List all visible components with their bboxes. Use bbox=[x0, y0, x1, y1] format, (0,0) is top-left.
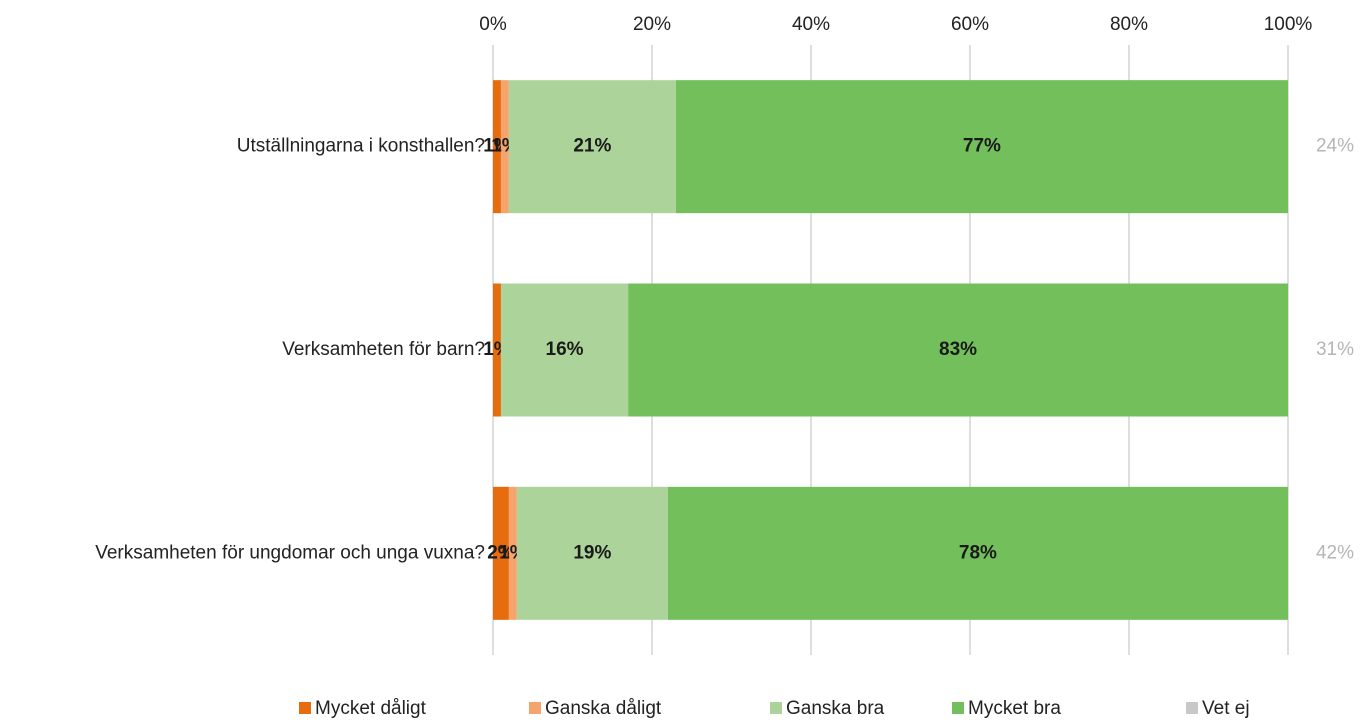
category-label: Verksamheten för barn? bbox=[282, 339, 485, 360]
legend-label: Ganska bra bbox=[786, 698, 885, 719]
x-tick-label: 20% bbox=[633, 14, 671, 35]
legend-swatch bbox=[529, 702, 541, 714]
legend-label: Mycket dåligt bbox=[315, 698, 427, 719]
bar-segment bbox=[493, 486, 509, 620]
legend-swatch bbox=[299, 702, 311, 714]
x-tick-label: 60% bbox=[951, 14, 989, 35]
value-label: 2% bbox=[487, 542, 515, 563]
value-label: 83% bbox=[939, 339, 977, 360]
bar-segment bbox=[628, 283, 1288, 417]
bar-segment bbox=[500, 80, 509, 214]
legend-label: Vet ej bbox=[1202, 698, 1250, 719]
value-label: 77% bbox=[963, 136, 1001, 157]
bar-segment bbox=[675, 80, 1288, 214]
value-label: 78% bbox=[959, 542, 997, 563]
legend-swatch bbox=[952, 702, 964, 714]
bar-segment bbox=[667, 486, 1288, 620]
value-label: 21% bbox=[573, 136, 611, 157]
value-label: 19% bbox=[573, 542, 611, 563]
bar-segment bbox=[500, 283, 629, 417]
category-label: Verksamheten för ungdomar och unga vuxna… bbox=[95, 542, 485, 563]
x-tick-label: 80% bbox=[1110, 14, 1148, 35]
bar-segment bbox=[493, 283, 501, 417]
legend-swatch bbox=[770, 702, 782, 714]
side-label: 31% bbox=[1316, 339, 1354, 360]
x-tick-label: 40% bbox=[792, 14, 830, 35]
bar-segment bbox=[493, 80, 501, 214]
value-label: 16% bbox=[546, 339, 584, 360]
bar-segment bbox=[508, 486, 517, 620]
category-label: Utställningarna i konsthallen? bbox=[237, 136, 485, 157]
side-label: 42% bbox=[1316, 542, 1354, 563]
bar-segment bbox=[516, 486, 668, 620]
side-label: 24% bbox=[1316, 136, 1354, 157]
legend-label: Ganska dåligt bbox=[545, 698, 662, 719]
x-tick-label: 0% bbox=[479, 14, 507, 35]
bar-segment bbox=[508, 80, 676, 214]
legend-label: Mycket bra bbox=[968, 698, 1061, 719]
legend-swatch bbox=[1186, 702, 1198, 714]
x-tick-label: 100% bbox=[1264, 14, 1313, 35]
